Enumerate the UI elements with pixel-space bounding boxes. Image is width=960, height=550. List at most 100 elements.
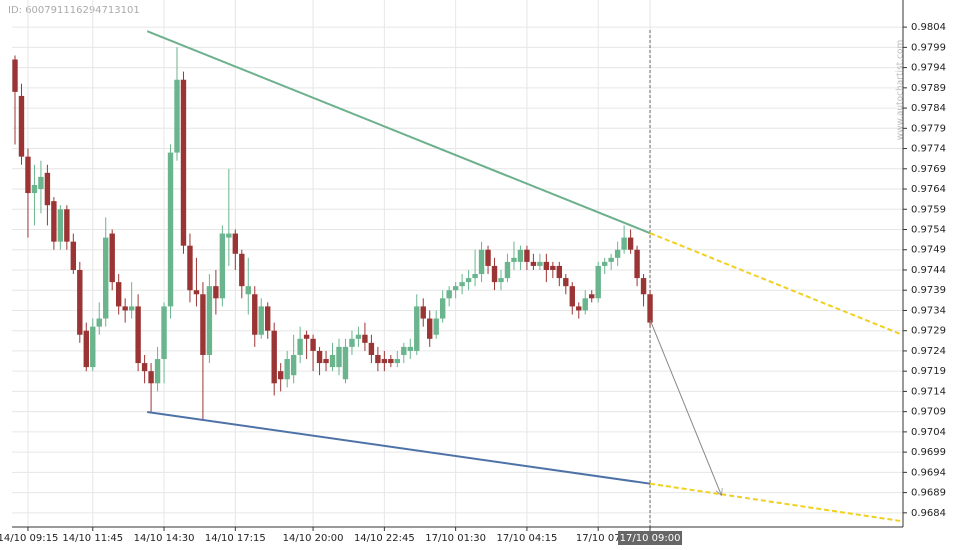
candle-body (115, 282, 122, 307)
candle-body (232, 233, 239, 254)
trend-line (146, 30, 651, 235)
x-tick-label: 14/10 22:45 (354, 533, 415, 544)
candle-body (70, 241, 77, 270)
candle-body (44, 172, 51, 206)
candle-body (446, 290, 452, 299)
y-tick-label: 0.9734 (911, 305, 946, 316)
candle-body (537, 261, 543, 266)
candle-body (647, 294, 653, 323)
candle-body (394, 359, 401, 364)
candle-body (239, 253, 245, 287)
candle-body (452, 286, 459, 291)
candle-body (252, 294, 258, 335)
candle-body (135, 306, 141, 364)
x-tick-label: 14/10 14:30 (134, 533, 195, 544)
candle-body (614, 249, 621, 258)
id-label: ID: 600791116294713101 (8, 5, 140, 16)
candle-body (601, 261, 608, 266)
candle-body (336, 346, 342, 368)
candle-body (206, 286, 213, 355)
candle-body (498, 278, 504, 283)
candle-body (226, 233, 232, 238)
candle-body (569, 286, 575, 307)
y-tick-label: 0.9754 (911, 225, 946, 236)
candle-body (478, 249, 485, 275)
y-tick-label: 0.9774 (911, 144, 946, 155)
x-tick-label: 17/10 04:15 (497, 533, 558, 544)
candle-body (213, 286, 219, 299)
y-tick-label: 0.9719 (911, 366, 946, 377)
candle-body (349, 338, 355, 347)
y-tick-label: 0.9799 (911, 42, 946, 53)
y-tick-label: 0.9689 (911, 488, 946, 499)
candle-body (329, 354, 336, 368)
candle-body (297, 338, 303, 355)
trend-line (649, 232, 901, 335)
candle-body (38, 176, 44, 190)
candle-body (303, 334, 310, 339)
y-tick-label: 0.9709 (911, 407, 946, 418)
candle-body (161, 306, 167, 360)
candle-body (576, 306, 582, 311)
candle-body (265, 306, 271, 331)
candle-body (550, 265, 556, 270)
y-tick-label: 0.9759 (911, 204, 946, 215)
crosshair-label-bg (618, 531, 683, 545)
candle-body (459, 282, 465, 287)
candle-body (148, 371, 154, 384)
candle-body (258, 306, 264, 335)
candle-body (83, 330, 89, 368)
candle-body (25, 156, 31, 194)
candle-body (524, 249, 530, 262)
candle-body (77, 269, 83, 335)
candle-body (427, 318, 433, 339)
x-tick-label: 14/10 20:00 (283, 533, 344, 544)
candle-body (517, 249, 524, 262)
candle-body (271, 330, 277, 384)
candle-body (439, 298, 446, 319)
candle-body (310, 338, 316, 351)
candle-body (472, 274, 478, 279)
y-tick-label: 0.9794 (911, 63, 946, 74)
candle-body (595, 265, 601, 299)
candle-body (582, 298, 588, 311)
candle-body (504, 261, 511, 279)
candle-body (64, 209, 70, 242)
y-tick-label: 0.9749 (911, 245, 946, 256)
candle-body (420, 306, 426, 319)
candle-body (433, 318, 439, 335)
candle-body (277, 371, 284, 380)
candle-body (31, 184, 38, 194)
candle-body (368, 342, 375, 355)
candle-body (290, 354, 297, 376)
candle-body (491, 265, 498, 283)
y-tick-label: 0.9744 (911, 265, 946, 276)
trend-line (649, 482, 901, 522)
candle-body (122, 306, 128, 311)
candle-body (414, 306, 420, 351)
candle-body (563, 278, 569, 287)
candle-body (640, 278, 647, 295)
x-tick-label: 17/10 01:30 (425, 533, 486, 544)
candle-body (375, 354, 381, 364)
watermark: www.autochartist.com (896, 40, 906, 141)
y-tick-label: 0.9769 (911, 164, 946, 175)
candle-body (154, 359, 161, 384)
candle-body (90, 326, 96, 368)
x-tick-label: 14/10 17:15 (205, 533, 266, 544)
y-tick-label: 0.9789 (911, 83, 946, 94)
candle-body (407, 346, 413, 351)
candle-body (103, 237, 109, 319)
candle-body (219, 233, 226, 299)
y-tick-label: 0.9804 (911, 22, 946, 33)
candle-body (316, 350, 323, 364)
candle-body (621, 237, 627, 250)
candle-body (128, 306, 135, 311)
x-tick-label: 17/10 07 (576, 533, 621, 544)
candle-body (608, 257, 614, 262)
y-tick-label: 0.9714 (911, 386, 946, 397)
candle-body (362, 334, 368, 343)
candle-body (388, 359, 394, 364)
y-tick-label: 0.9784 (911, 103, 946, 114)
